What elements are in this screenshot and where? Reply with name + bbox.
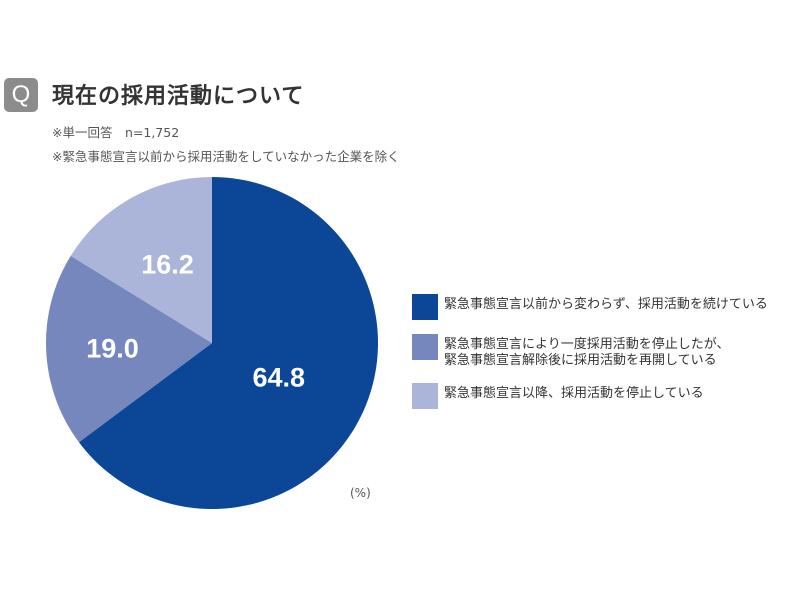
legend-label: 緊急事態宣言以降、採用活動を停止している [444, 386, 704, 401]
pie-slice [78, 177, 378, 509]
legend-item: 緊急事態宣言以降、採用活動を停止している [412, 383, 768, 409]
pie-slice [46, 255, 213, 443]
legend-swatch [412, 334, 438, 360]
sample-note: ※単一回答 n=1,752 [52, 125, 180, 140]
legend-item: 緊急事態宣言により一度採用活動を停止したが、 緊急事態宣言解除後に採用活動を再開… [412, 334, 768, 369]
legend-label: 緊急事態宣言以前から変わらず、採用活動を続けている [444, 297, 768, 312]
legend-swatch [412, 294, 438, 320]
pie-slice [70, 177, 212, 343]
legend-label: 緊急事態宣言により一度採用活動を停止したが、 緊急事態宣言解除後に採用活動を再開… [444, 337, 730, 368]
question-badge: Q [4, 78, 38, 112]
data-label: 16.2 [141, 249, 194, 279]
legend: 緊急事態宣言以前から変わらず、採用活動を続けている 緊急事態宣言により一度採用活… [412, 294, 768, 423]
legend-swatch [412, 383, 438, 409]
data-label: 64.8 [252, 362, 305, 392]
page-title: 現在の採用活動について [52, 84, 305, 109]
data-label: 19.0 [86, 333, 139, 363]
legend-item: 緊急事態宣言以前から変わらず、採用活動を続けている [412, 294, 768, 320]
unit-label: (%) [350, 486, 371, 500]
exclusion-note: ※緊急事態宣言以前から採用活動をしていなかった企業を除く [52, 149, 400, 164]
